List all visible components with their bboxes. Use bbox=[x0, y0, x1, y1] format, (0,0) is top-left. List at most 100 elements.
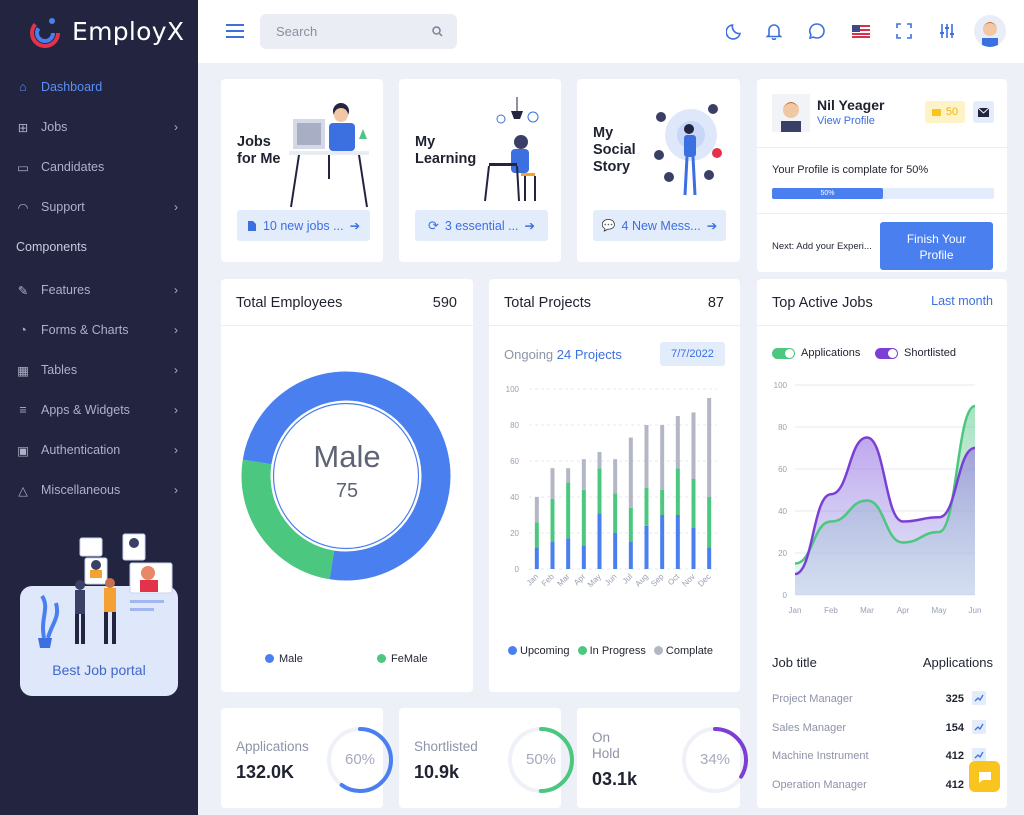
toggle-applications[interactable]: Applications bbox=[772, 347, 860, 359]
profile-avatar[interactable] bbox=[772, 94, 810, 132]
bar-complate bbox=[613, 459, 618, 494]
projects-title: Total Projects bbox=[504, 295, 592, 311]
y-tick-label: 80 bbox=[510, 421, 519, 430]
quick-card-title: My Learning bbox=[415, 134, 477, 167]
divider bbox=[221, 325, 473, 326]
job-count: 412 bbox=[945, 778, 964, 791]
fullscreen-icon[interactable] bbox=[893, 20, 915, 42]
chat-icon[interactable] bbox=[806, 20, 828, 42]
jobs-button[interactable]: 10 new jobs ... ➔ bbox=[237, 210, 370, 241]
bar-in-progress bbox=[597, 468, 602, 514]
job-table-row[interactable]: Machine Instrument 412 bbox=[772, 748, 994, 770]
job-table-row[interactable]: Project Manager 325 bbox=[772, 691, 994, 713]
profile-progress-track: 50% bbox=[772, 188, 994, 199]
toggle-shortlisted[interactable]: Shortlisted bbox=[875, 347, 956, 359]
profile-card: Nil Yeager View Profile 50 Your Profile … bbox=[757, 79, 1007, 272]
chat-bubble-icon bbox=[978, 771, 991, 783]
sidebar-item-tables[interactable]: ▦ Tables › bbox=[0, 355, 198, 385]
floating-chat-button[interactable] bbox=[969, 761, 1000, 792]
sidebar-item-candidates[interactable]: ▭ Candidates bbox=[0, 152, 198, 182]
job-table-row[interactable]: Operation Manager 412 bbox=[772, 776, 994, 799]
trend-chart-icon[interactable] bbox=[972, 691, 986, 705]
y-tick-label: 60 bbox=[510, 457, 519, 466]
mail-button[interactable] bbox=[973, 101, 994, 123]
app-logo[interactable]: EmployX bbox=[28, 14, 184, 48]
view-profile-link[interactable]: View Profile bbox=[817, 115, 875, 127]
sidebar-item-authentication[interactable]: ▣ Authentication › bbox=[0, 435, 198, 465]
sidebar-item-label: Dashboard bbox=[41, 80, 103, 94]
job-table-row[interactable]: Sales Manager 154 bbox=[772, 719, 994, 742]
job-count: 154 bbox=[945, 721, 964, 734]
bar-upcoming bbox=[691, 527, 696, 569]
sidebar-item-miscellaneous[interactable]: △ Miscellaneous › bbox=[0, 475, 198, 505]
bar-in-progress bbox=[644, 488, 649, 526]
briefcase-icon: ▭ bbox=[17, 160, 29, 175]
profile-name: Nil Yeager bbox=[817, 97, 885, 113]
coins-badge[interactable]: 50 bbox=[925, 101, 965, 123]
search-icon[interactable] bbox=[432, 26, 443, 37]
job-table-col-applications: Applications bbox=[922, 655, 993, 670]
legend-male: Male bbox=[265, 653, 303, 665]
bar-complate bbox=[660, 425, 665, 490]
date-picker[interactable]: 7/7/2022 bbox=[660, 342, 725, 366]
bell-icon[interactable] bbox=[763, 20, 785, 42]
trend-chart-icon[interactable] bbox=[972, 748, 986, 762]
stat-label: Shortlisted bbox=[414, 739, 478, 754]
next-step-text: Next: Add your Experi... bbox=[772, 241, 872, 252]
ring-label: 34% bbox=[699, 751, 731, 768]
sidebar-item-features[interactable]: ✎ Features › bbox=[0, 275, 198, 305]
quick-card-learning[interactable]: My Learning ⟳ 3 essential ... ➔ bbox=[399, 79, 561, 262]
x-tick-label: Dec bbox=[696, 572, 712, 588]
projects-card: Total Projects 87 Ongoing 24 Projects 7/… bbox=[489, 279, 740, 692]
job-count: 412 bbox=[945, 750, 964, 762]
search-input[interactable]: Search bbox=[260, 14, 457, 49]
sidebar-item-support[interactable]: ◠ Support › bbox=[0, 192, 198, 222]
moon-icon[interactable] bbox=[724, 20, 746, 42]
projects-count: 87 bbox=[707, 295, 724, 311]
bar-complate bbox=[691, 412, 696, 479]
learning-button[interactable]: ⟳ 3 essential ... ➔ bbox=[415, 210, 548, 241]
sidebar-item-dashboard[interactable]: ⌂ Dashboard bbox=[0, 72, 198, 102]
y-tick-label: 40 bbox=[778, 507, 787, 516]
user-avatar[interactable] bbox=[974, 15, 1006, 47]
ring-label: 50% bbox=[525, 751, 557, 768]
us-flag-icon[interactable] bbox=[850, 20, 872, 42]
sidebar-item-jobs[interactable]: ⊞ Jobs › bbox=[0, 112, 198, 142]
ring-progress bbox=[682, 727, 748, 793]
ring-progress bbox=[508, 727, 574, 793]
donut-center-value: 75 bbox=[335, 480, 359, 502]
bar-upcoming bbox=[628, 542, 633, 569]
bar-complate bbox=[581, 459, 586, 490]
x-tick-label: Feb bbox=[540, 572, 557, 589]
quick-card-social[interactable]: My Social Story 💬 4 New Mess... ➔ bbox=[577, 79, 740, 262]
app-name: EmployX bbox=[72, 16, 185, 46]
bar-upcoming bbox=[566, 538, 571, 569]
bar-upcoming bbox=[534, 547, 539, 569]
social-button[interactable]: 💬 4 New Mess... ➔ bbox=[593, 210, 726, 241]
legend-complete: Complate bbox=[665, 645, 713, 657]
donut-slice-male bbox=[242, 371, 451, 581]
chevron-right-icon: › bbox=[174, 120, 178, 134]
chevron-right-icon: › bbox=[174, 363, 178, 377]
quick-card-jobs[interactable]: Jobs for Me 10 new jobs ... ➔ bbox=[221, 79, 383, 262]
sidebar-item-apps-widgets[interactable]: ≡ Apps & Widgets › bbox=[0, 395, 198, 425]
divider bbox=[757, 213, 1007, 214]
quick-card-title: Jobs for Me bbox=[237, 134, 281, 167]
menu-icon[interactable] bbox=[226, 24, 244, 38]
settings-sliders-icon[interactable] bbox=[936, 20, 958, 42]
donut-center-label: Male bbox=[313, 439, 381, 474]
trend-chart-icon[interactable] bbox=[972, 719, 986, 734]
stat-label: Applications bbox=[236, 739, 309, 754]
sidebar-item-forms-charts[interactable]: ◔ Forms & Charts › bbox=[0, 315, 198, 345]
alert-icon: △ bbox=[18, 483, 28, 498]
employees-card: Total Employees 590 Male 75 Male FeMale bbox=[221, 279, 473, 692]
document-icon bbox=[247, 220, 256, 231]
sidebar-item-label: Candidates bbox=[41, 160, 105, 174]
stat-value: 132.0K bbox=[236, 762, 295, 782]
y-tick-label: 100 bbox=[506, 385, 520, 394]
job-count: 325 bbox=[945, 693, 964, 705]
finish-profile-button[interactable]: Finish Your Profile bbox=[880, 222, 993, 270]
social-illustration bbox=[654, 104, 722, 196]
period-select[interactable]: Last month bbox=[931, 294, 993, 308]
learning-illustration bbox=[484, 97, 539, 202]
